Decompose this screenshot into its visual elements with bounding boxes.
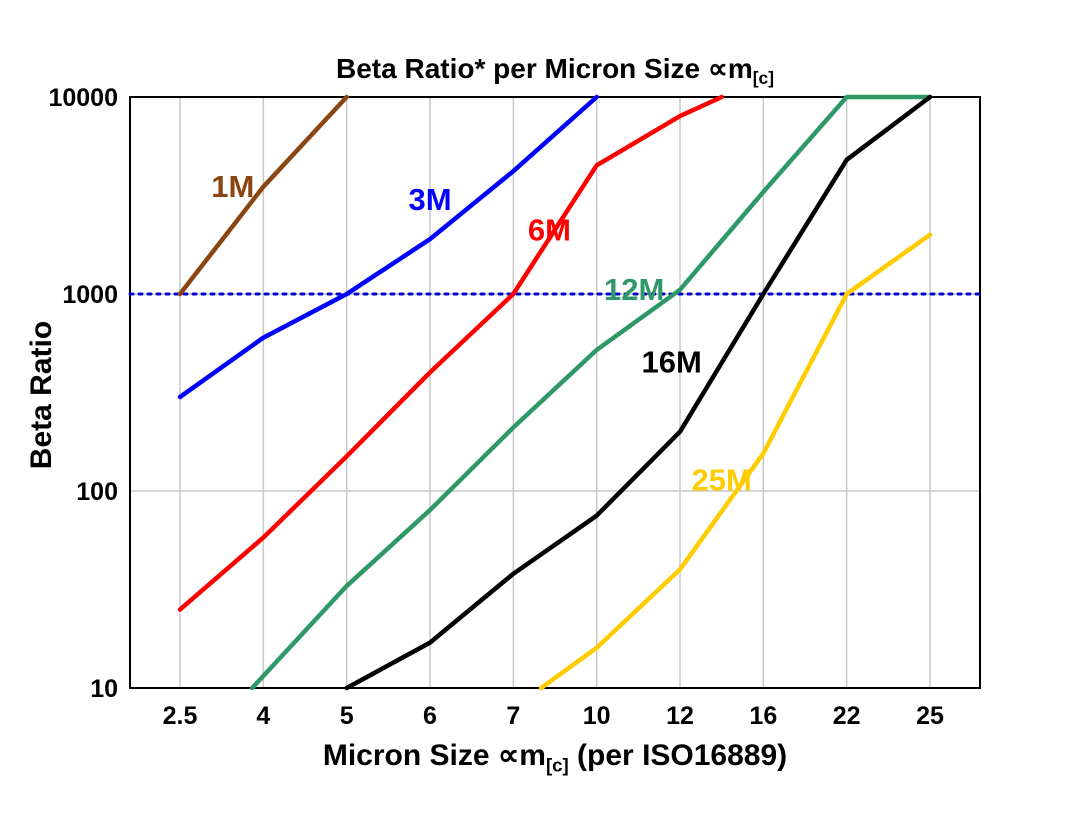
y-tick-label: 100 [76,478,118,506]
micron-subscript: [c] [545,754,569,776]
chart-title: Beta Ratio* per Micron Size ∝m[c] [130,52,980,89]
micron-subscript: [c] [752,68,774,89]
series-label-3M: 3M [408,182,451,217]
series-line-1M [177,94,349,297]
series-label-25M: 25M [692,463,752,498]
series-line-6M [177,94,724,612]
x-axis-label: Micron Size ∝m[c] (per ISO16889) [130,738,980,777]
series-label-12M: 12M [604,272,664,307]
y-axis-label: Beta Ratio [25,320,58,470]
series-label-6M: 6M [528,213,571,248]
micron-symbol: ∝m [707,53,753,84]
series-label-16M: 16M [642,344,702,379]
series-line-25M [538,232,933,691]
x-tick-label: 12 [666,702,694,730]
chart-title-text: Beta Ratio* per Micron Size [336,53,708,84]
x-tick-label: 5 [340,702,354,730]
x-tick-label: 10 [583,702,611,730]
x-tick-label: 2.5 [163,702,198,730]
x-tick-label: 6 [423,702,437,730]
x-tick-label: 7 [506,702,520,730]
series-line-12M [249,94,933,691]
x-tick-label: 16 [749,702,777,730]
x-tick-label: 4 [256,702,270,730]
series-label-1M: 1M [211,169,254,204]
plot-background [130,97,980,688]
y-tick-label: 10000 [48,84,118,112]
series-line-16M [344,94,933,691]
x-tick-label: 22 [833,702,861,730]
x-axis-label-text: Micron Size [322,739,498,772]
plot-border [129,96,981,689]
y-tick-label: 10 [90,675,118,703]
series-line-3M [177,94,599,400]
micron-symbol: ∝m [497,739,546,772]
x-axis-label-suffix: (per ISO16889) [568,739,788,772]
x-tick-label: 25 [916,702,944,730]
y-tick-label: 1000 [62,281,118,309]
